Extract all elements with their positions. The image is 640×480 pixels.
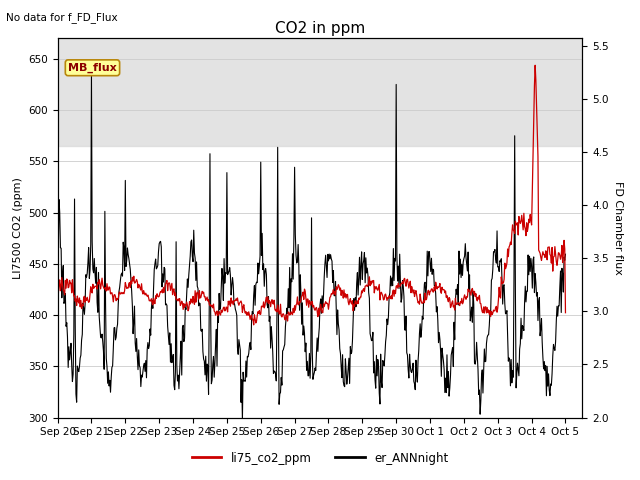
- Title: CO2 in ppm: CO2 in ppm: [275, 21, 365, 36]
- Y-axis label: FD Chamber flux: FD Chamber flux: [612, 181, 623, 275]
- Text: MB_flux: MB_flux: [68, 62, 117, 73]
- Y-axis label: LI7500 CO2 (ppm): LI7500 CO2 (ppm): [13, 177, 22, 279]
- Legend: li75_co2_ppm, er_ANNnight: li75_co2_ppm, er_ANNnight: [187, 447, 453, 469]
- Bar: [58, 38, 582, 146]
- Text: No data for f_FD_Flux: No data for f_FD_Flux: [6, 12, 118, 23]
